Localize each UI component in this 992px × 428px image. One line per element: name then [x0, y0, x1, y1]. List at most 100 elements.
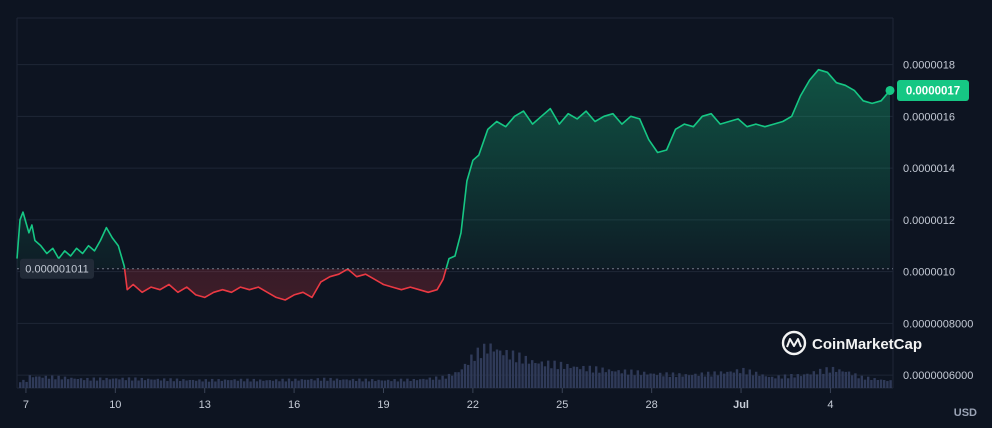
volume-bar [835, 371, 838, 388]
volume-bar [185, 380, 188, 388]
volume-bar [355, 381, 358, 388]
volume-bar [822, 373, 825, 388]
volume-bar [611, 371, 614, 388]
volume-bar [201, 381, 204, 388]
volume-bar [79, 378, 83, 388]
volume-bar [595, 366, 598, 388]
volume-bar [694, 373, 697, 388]
volume-bar [559, 361, 563, 388]
volume-bar [745, 374, 748, 388]
volume-bar [243, 381, 246, 388]
volume-bar [41, 377, 44, 388]
volume-bar [889, 380, 892, 388]
x-tick-label: 19 [377, 399, 389, 411]
volume-bar [166, 381, 169, 388]
volume-bar [195, 380, 198, 388]
volume-bar [297, 380, 300, 388]
current-price-dot [885, 85, 895, 95]
volume-bar [307, 379, 310, 388]
volume-bar [131, 380, 134, 388]
volume-bar [665, 372, 668, 388]
volume-bar [275, 379, 278, 388]
volume-bar [470, 354, 473, 388]
x-tick-label: 25 [556, 399, 568, 411]
volume-bar [207, 381, 211, 388]
volume-bar [124, 380, 127, 388]
volume-bar [271, 380, 275, 388]
volume-bar [793, 377, 796, 388]
volume-bar [227, 380, 230, 388]
x-tick-label: 4 [827, 399, 833, 411]
volume-bar [735, 369, 739, 388]
volume-bar [764, 376, 767, 388]
volume-bar [303, 379, 307, 388]
y-tick-label: 0.0000008000 [903, 318, 973, 330]
volume-bar [99, 377, 102, 388]
volume-bar [774, 378, 777, 388]
volume-bar [217, 379, 220, 388]
volume-bars [19, 343, 892, 388]
x-tick-label: 10 [109, 399, 121, 411]
volume-bar [163, 378, 166, 388]
volume-bar [310, 378, 313, 388]
volume-bar [441, 375, 444, 388]
volume-bar [332, 380, 335, 388]
volume-bar [473, 360, 476, 388]
volume-bar [668, 376, 671, 388]
price-line [16, 68, 891, 301]
y-tick-label: 0.0000018 [903, 60, 955, 72]
volume-bar [342, 379, 345, 388]
volume-bar [825, 367, 828, 388]
volume-bar [566, 363, 569, 388]
volume-bar [137, 380, 140, 388]
volume-bar [351, 378, 355, 388]
volume-bar [60, 379, 63, 388]
volume-bar [607, 369, 611, 388]
x-axis: 7 10 13 16 19 22 25 28 Jul 4 [23, 388, 833, 411]
volume-bar [73, 378, 76, 388]
volume-bar [457, 372, 460, 388]
volume-bar [204, 379, 207, 388]
volume-bar [233, 379, 236, 388]
volume-bar [51, 375, 54, 388]
volume-bar [377, 379, 380, 388]
volume-bar [220, 380, 223, 388]
volume-bar [211, 378, 214, 388]
volume-bar [505, 350, 508, 388]
volume-bar [678, 373, 681, 388]
volume-bar [438, 379, 441, 388]
volume-bar [601, 367, 604, 388]
volume-bar [550, 368, 553, 388]
volume-bar [527, 363, 531, 388]
volume-bar [627, 374, 630, 388]
volume-bar [175, 378, 179, 388]
volume-bar [92, 377, 95, 388]
volume-bar [643, 371, 646, 388]
volume-bar [63, 376, 67, 388]
volume-bar [390, 381, 393, 388]
volume-bar [844, 371, 847, 388]
volume-bar [575, 366, 579, 388]
volume-bar [467, 364, 470, 388]
volume-bar [83, 380, 86, 388]
volume-bar [278, 381, 281, 388]
volume-bar [19, 382, 22, 388]
volume-bar [847, 371, 851, 388]
baseline-value: 0.000001011 [25, 264, 88, 276]
volume-bar [863, 379, 867, 388]
volume-bar [492, 351, 495, 388]
volume-bar [323, 377, 326, 388]
volume-bar [447, 373, 451, 388]
volume-bar [723, 373, 726, 388]
volume-bar [854, 373, 857, 388]
volume-bar [127, 377, 131, 388]
volume-bar [755, 371, 758, 388]
volume-bar [614, 371, 617, 388]
volume-bar [223, 379, 227, 388]
volume-bar [617, 370, 620, 388]
volume-bar [339, 380, 342, 388]
x-tick-label: 28 [646, 399, 658, 411]
volume-bar [57, 375, 60, 388]
volume-bar [476, 347, 479, 388]
